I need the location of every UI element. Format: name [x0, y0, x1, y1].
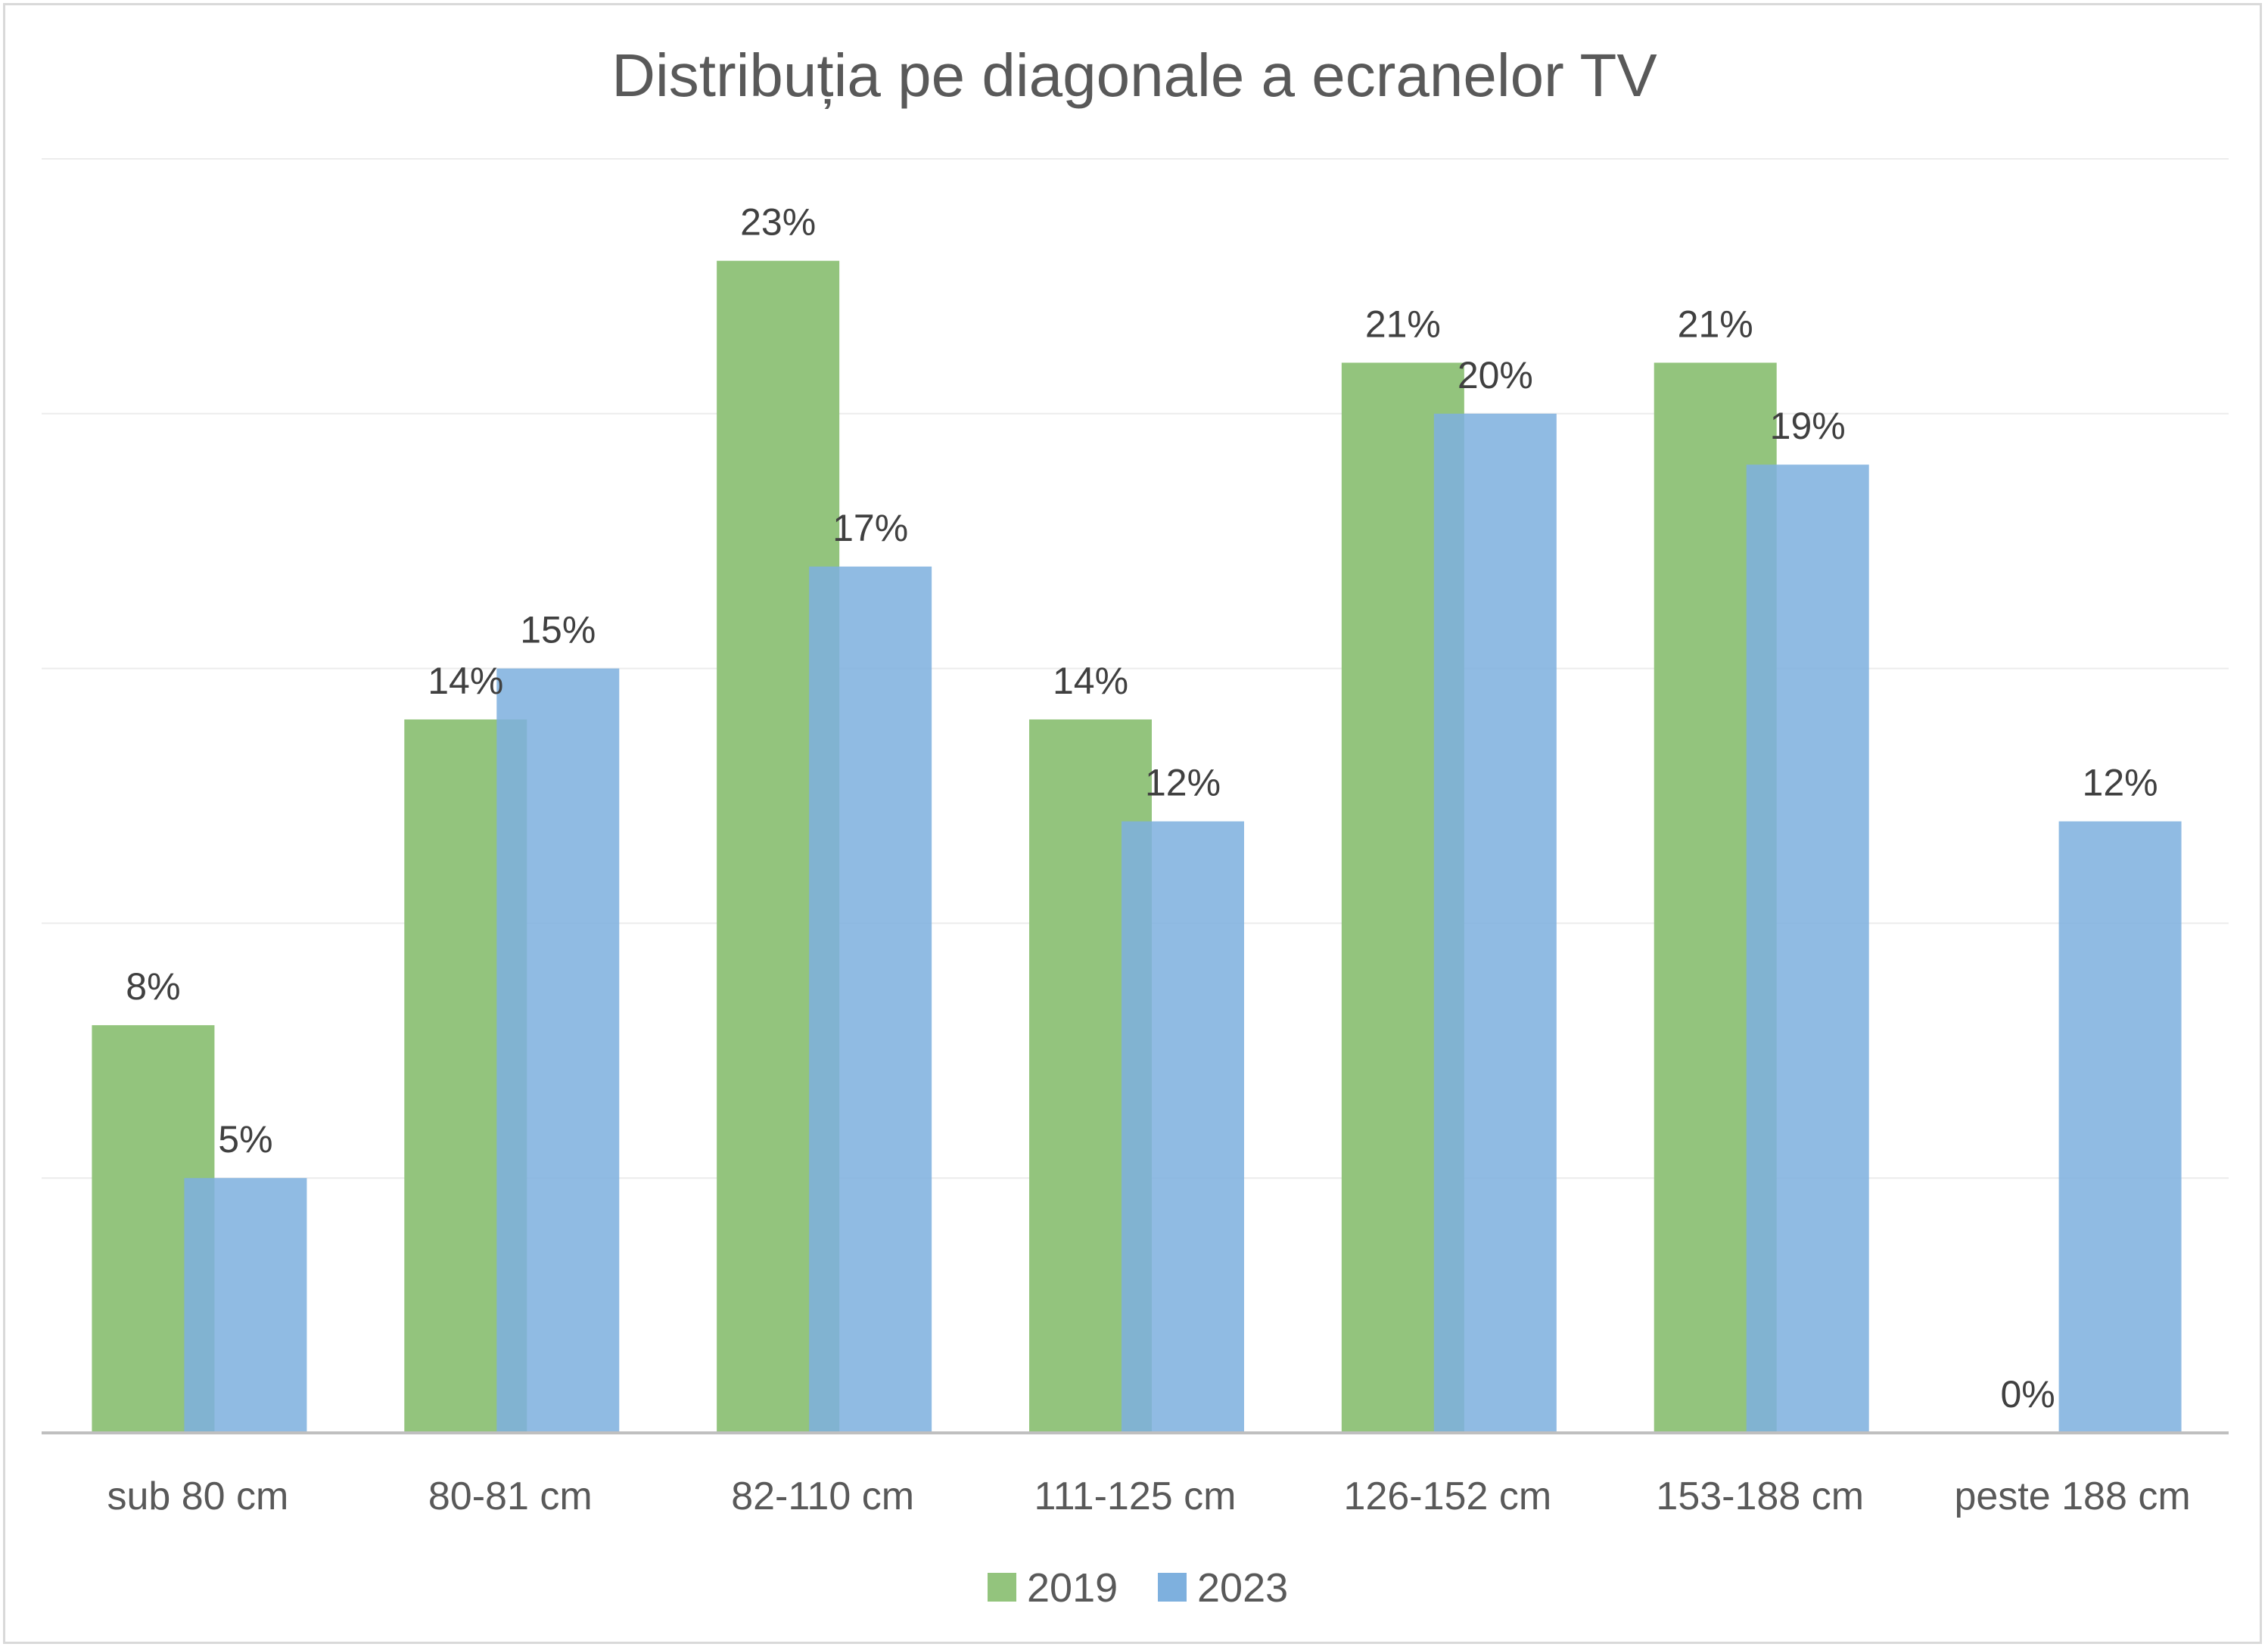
data-label-2023-1: 15% [520, 609, 596, 651]
data-label-2019-3: 14% [1053, 660, 1128, 702]
data-label-2019-2: 23% [740, 201, 816, 244]
data-label-2019-0: 8% [126, 965, 180, 1008]
x-tick-label: 126-152 cm [1344, 1474, 1552, 1518]
data-label-2023-6: 12% [2083, 762, 2158, 804]
legend-swatch-2019 [988, 1573, 1016, 1602]
data-label-2019-6: 0% [2000, 1373, 2055, 1415]
legend: 2019 2023 [988, 1565, 1288, 1611]
bar-2023-6 [2058, 821, 2182, 1433]
legend-label-2019: 2019 [1027, 1565, 1118, 1611]
x-tick-label: peste 188 cm [1954, 1474, 2190, 1518]
data-label-2019-5: 21% [1678, 303, 1753, 345]
x-tick-label: sub 80 cm [107, 1474, 288, 1518]
legend-label-2023: 2023 [1197, 1565, 1288, 1611]
data-label-2019-4: 21% [1365, 303, 1441, 345]
x-tick-label: 111-125 cm [1034, 1474, 1237, 1518]
x-tick-label: 80-81 cm [428, 1474, 593, 1518]
data-label-2023-4: 20% [1458, 354, 1533, 396]
x-tick-labels: sub 80 cm 80-81 cm 82-110 cm 111-125 cm 126-… [107, 1474, 2190, 1518]
bar-2023-5 [1746, 465, 1869, 1434]
bar-2023-1 [496, 668, 620, 1433]
bar-2023-0 [184, 1178, 307, 1433]
data-label-2023-3: 12% [1145, 762, 1221, 804]
data-label-2023-0: 5% [218, 1118, 272, 1161]
x-tick-label: 153-188 cm [1656, 1474, 1864, 1518]
data-label-2023-2: 17% [832, 507, 908, 549]
chart-title: Distribuția pe diagonale a ecranelor TV [611, 42, 1657, 109]
legend-swatch-2023 [1158, 1573, 1187, 1602]
bar-2023-2 [809, 566, 932, 1433]
bar-2023-3 [1122, 821, 1244, 1433]
data-label-2023-5: 19% [1770, 405, 1846, 447]
x-tick-label: 82-110 cm [731, 1474, 914, 1518]
data-label-2019-1: 14% [428, 660, 503, 702]
data-labels: 8% 14% 23% 14% 21% 21% 0% 5% 15% 17% 12% 20% 19% 12% [126, 201, 2158, 1415]
bar-2023-4 [1433, 413, 1557, 1433]
chart-frame: 8% 14% 23% 14% 21% 21% 0% 5% 15% 17% 12% 20% 19% 12% … [3, 3, 2262, 1644]
chart-svg: 8%14%23%14%21% 21%0%5%15%17%12%20%19%12% … [42, 42, 2229, 1611]
bars [92, 260, 2182, 1434]
